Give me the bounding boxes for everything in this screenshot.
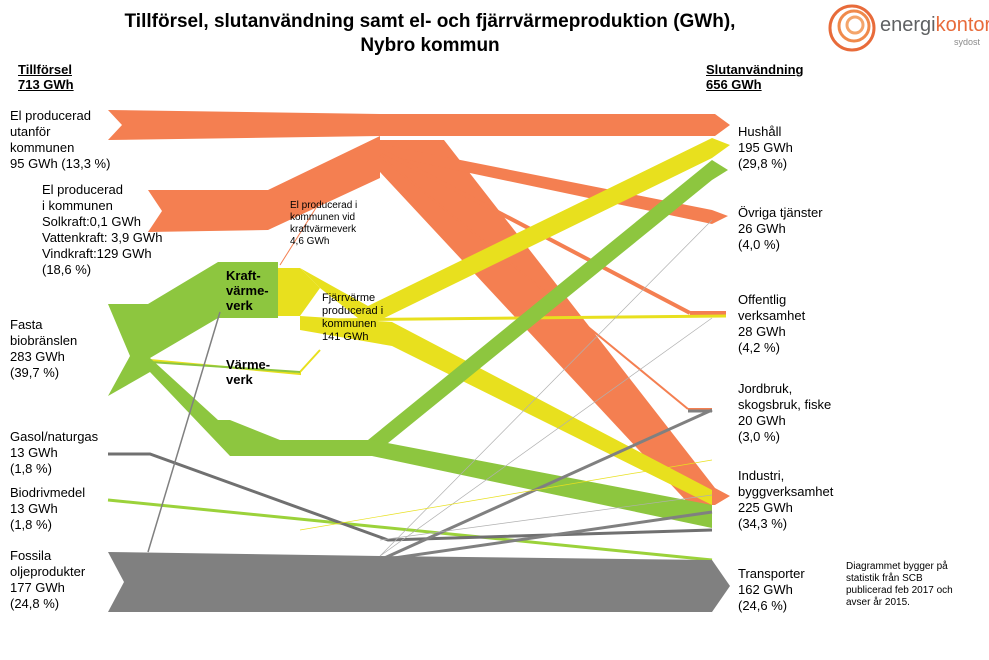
- source-note: Diagrammet bygger på statistik från SCB p…: [846, 561, 953, 608]
- fossil-to-kraftvarme-line: [147, 311, 221, 553]
- fjv-from-kvv-band: [278, 268, 320, 316]
- label-transport: Transporter 162 GWh (24,6 %): [738, 566, 805, 613]
- biofuel-flows: [107, 160, 728, 562]
- use-header: Slutanvändning 656 GWh: [706, 62, 804, 92]
- swirl-logo-icon: [828, 4, 876, 52]
- logo-text-suffix: kontor: [935, 14, 989, 36]
- fjv-to-hushall-band: [300, 268, 368, 326]
- bio-to-industri-band: [372, 440, 712, 528]
- label-bio: Fasta biobränslen 283 GWh (39,7 %): [10, 317, 78, 380]
- el-utanfor-supply-band: [108, 110, 380, 140]
- label-ovriga: Övriga tjänster 26 GWh (4,0 %): [738, 205, 823, 252]
- el-to-industri-band: [380, 140, 730, 505]
- thin-connector-lines: [299, 219, 713, 557]
- label-offentlig: Offentlig verksamhet 28 GWh (4,2 %): [738, 292, 806, 355]
- electricity-flows: [108, 110, 730, 505]
- varme-to-out-line: [149, 361, 301, 373]
- fossil-to-jordbruk-line: [379, 408, 713, 562]
- label-el-inom: El producerad i kommunen Solkraft:0,1 GWh…: [42, 182, 163, 277]
- supply-header: Tillförsel 713 GWh: [18, 62, 74, 92]
- el-inom-supply-band: [148, 136, 380, 232]
- logo-subtext: sydost: [954, 37, 981, 47]
- el-to-ovriga-band: [380, 144, 728, 224]
- energikontor-logo: energikontor sydost: [826, 2, 989, 54]
- biodriv-line: [107, 498, 713, 562]
- label-industri: Industri, byggverksamhet 225 GWh (34,3 %): [738, 468, 834, 531]
- label-biodriv: Biodrivmedel 13 GWh (1,8 %): [10, 485, 86, 532]
- el-to-jordbruk-line: [379, 155, 689, 410]
- fossil-supply-band: [108, 552, 730, 612]
- label-fjarrvarme: Fjärrvärme producerad i kommunen 141 GWh: [322, 292, 384, 343]
- label-hushall: Hushåll 195 GWh (29,8 %): [738, 124, 793, 171]
- bio-kraftvarme-block: [218, 262, 278, 318]
- fjv-to-industri-band: [300, 316, 712, 505]
- label-el-utanfor: El producerad utanför kommunen 95 GWh (13,…: [10, 108, 111, 171]
- fossil-to-industri-line: [379, 510, 713, 562]
- label-jordbruk: Jordbruk, skogsbruk, fiske 20 GWh (3,0 %): [738, 381, 832, 444]
- label-fossil: Fossila oljeprodukter 177 GWh (24,8 %): [10, 548, 86, 611]
- label-kraftvarmeverk: Kraft-värme-verk: [226, 268, 269, 313]
- chart-title: Tillförsel, slutanvändning samt el- och …: [124, 11, 736, 56]
- fjv-hushall-band-main: [368, 138, 730, 326]
- fossil-flows: [108, 311, 730, 612]
- el-to-hushall-band: [380, 114, 730, 136]
- label-gasol: Gasol/naturgas 13 GWh (1,8 %): [10, 429, 99, 476]
- label-el-kvv: El producerad i kommunen vid kraftvärmeve…: [290, 200, 358, 247]
- label-varmeverk: Värme-verk: [226, 357, 271, 387]
- logo-text-prefix: energi: [880, 14, 936, 36]
- el-kvv-line: [279, 175, 337, 266]
